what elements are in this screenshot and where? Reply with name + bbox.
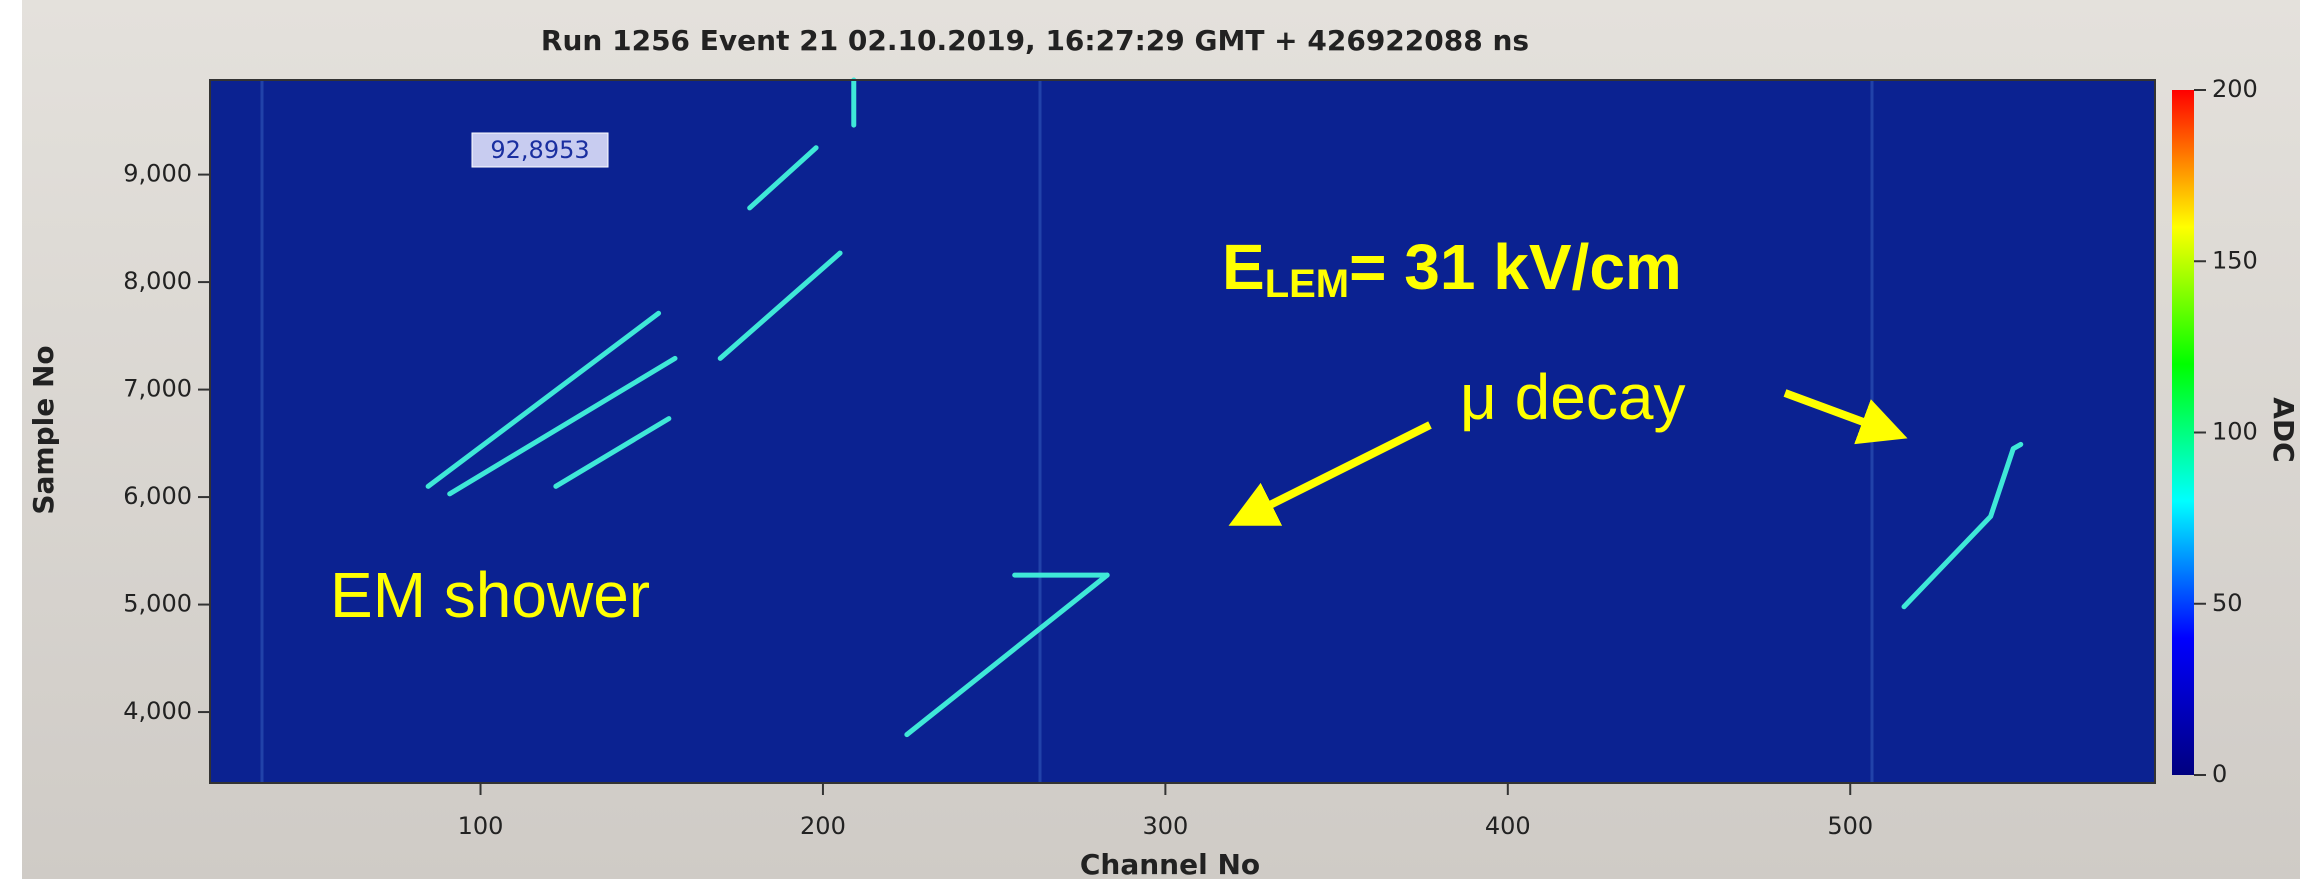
y-tick-label: 7,000 [123,375,192,403]
x-tick-label: 400 [1485,812,1531,840]
field-subscript: LEM [1265,262,1349,306]
x-tick-label: 100 [458,812,504,840]
colorbar-tick-label: 50 [2212,589,2243,617]
colorbar-tick-label: 150 [2212,246,2258,274]
colorbar-tick-label: 100 [2212,418,2258,446]
x-tick-label: 500 [1827,812,1873,840]
y-tick-label: 9,000 [123,160,192,188]
y-tick-label: 4,000 [123,697,192,725]
hover-value: 92,8953 [490,136,589,164]
decay-label: μ decay [1460,361,1685,433]
colorbar [2172,90,2194,775]
field-symbol: E [1222,231,1265,303]
x-tick-label: 200 [800,812,846,840]
colorbar-title: ADC [2267,397,2300,462]
y-tick-label: 6,000 [123,482,192,510]
chart-title: Run 1256 Event 21 02.10.2019, 16:27:29 G… [541,24,1529,57]
colorbar-tick-label: 0 [2212,760,2227,788]
chart: Run 1256 Event 21 02.10.2019, 16:27:29 G… [0,0,2300,879]
y-tick-label: 5,000 [123,590,192,618]
y-axis-title: Sample No [27,345,60,514]
x-axis-title: Channel No [1080,848,1260,879]
field-text: = 31 kV/cm [1349,231,1682,303]
y-tick-label: 8,000 [123,267,192,295]
em-label: EM shower [330,559,650,631]
colorbar-tick-label: 200 [2212,75,2258,103]
x-tick-label: 300 [1142,812,1188,840]
